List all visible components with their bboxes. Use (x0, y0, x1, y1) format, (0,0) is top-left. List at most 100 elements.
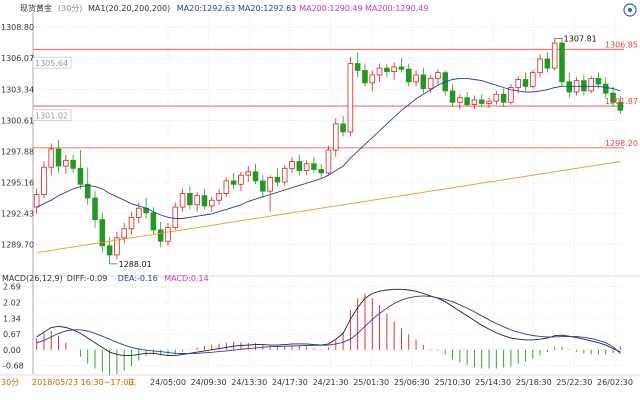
annotation-label: 1307.81 (564, 34, 597, 43)
candle-body (566, 81, 573, 93)
candle-body (530, 72, 536, 87)
x-tick-label: 24/21:30 (313, 378, 349, 387)
candle-body (522, 79, 529, 87)
ma20-line (36, 77, 621, 219)
price-lines (32, 48, 624, 149)
candle-body (449, 90, 456, 103)
candle-body (457, 97, 463, 103)
candle-body (230, 180, 237, 185)
price-line-label: 1298.20 (605, 139, 638, 148)
candle-body (281, 167, 288, 183)
ma-legend-item: MA200:1290.49 (365, 4, 428, 13)
ma-legend: MA1(20,20,200,200) MA20:1292.63 MA20:1292.… (88, 4, 428, 13)
x-tick-label: 25/06:30 (394, 378, 430, 387)
macd-y-tick-label: 2.69 (3, 283, 21, 292)
ma-legend-item: MA20:1292.63 (238, 4, 296, 13)
main-y-tick-label: 1306.07 (1, 54, 34, 63)
price-box-label: 1305.64 (35, 59, 68, 68)
candle-body (493, 93, 500, 102)
candle-body (106, 245, 113, 256)
main-y-tick-label: 1297.88 (1, 147, 34, 156)
candle-body (617, 101, 624, 111)
candle-body (347, 63, 354, 133)
macd-y-tick-label: 0.67 (3, 330, 21, 339)
candle-body (551, 42, 558, 69)
x-tick-label: 25/22:30 (556, 378, 592, 387)
candle-body (376, 67, 383, 76)
macd-histogram (36, 293, 621, 376)
candle-body (136, 207, 142, 218)
candle-body (559, 42, 565, 83)
candle-body (289, 161, 295, 169)
candle-body (165, 227, 171, 242)
macd-legend-item: MACD(26,12,9) (2, 274, 63, 283)
main-y-tick-label: 1292.43 (1, 210, 34, 219)
candle-body (413, 74, 419, 83)
annotation-label: 1288.01 (119, 260, 152, 269)
ma-legend-item: MA20:1292.63 (177, 4, 235, 13)
candle-body (362, 69, 368, 84)
candle-body (296, 161, 303, 172)
x-tick-label: 24/05:00 (150, 378, 186, 387)
period-label: (30分) (58, 4, 82, 13)
x-tick-label: 25/18:30 (516, 378, 552, 387)
candle-body (515, 79, 521, 88)
candle-body (245, 171, 252, 176)
candle-body (602, 83, 609, 94)
candle-body (340, 123, 346, 133)
x-tick-label: 25/10:30 (434, 378, 470, 387)
price-line-label: 1301.87 (605, 97, 638, 106)
indicator-lines (36, 77, 621, 357)
candle-body (478, 99, 485, 104)
candle-body (325, 149, 332, 174)
candle-body (128, 216, 135, 230)
candle-body (391, 66, 397, 72)
candle-body (252, 171, 259, 182)
candle-body (70, 159, 76, 169)
x-tick-label: 24/17:30 (272, 378, 308, 387)
candle-body (157, 229, 164, 242)
candle-body (194, 195, 200, 206)
candle-body (318, 169, 324, 174)
settings-icon[interactable] (623, 3, 637, 17)
footer-period-label: 30分 (1, 378, 19, 387)
candle-body (223, 180, 230, 194)
candle-body (420, 74, 427, 90)
candle-body (610, 92, 616, 103)
candle-body (354, 63, 361, 71)
x-tick-label: 25/14:30 (475, 378, 511, 387)
candle-body (33, 194, 40, 208)
x-tick-label: 24/13:30 (231, 378, 267, 387)
candle-body (92, 197, 98, 221)
candle-body (537, 58, 543, 74)
price-line-label: 1306.85 (605, 40, 638, 49)
main-y-tick-label: 1303.34 (1, 85, 34, 94)
macd-y-tick-label: 1.34 (3, 314, 21, 323)
candle-body (333, 123, 339, 151)
candle-body (311, 163, 317, 170)
candle-body (274, 177, 281, 183)
macd-diff-line (36, 288, 621, 357)
candle-body (260, 180, 266, 192)
candle-body (201, 195, 208, 207)
candle-body (486, 100, 492, 104)
x-tick-label: 25/01:30 (353, 378, 389, 387)
candle-body (48, 148, 55, 168)
x-tick-label: 26/02:30 (597, 378, 633, 387)
candle-body (398, 66, 405, 70)
candle-body (595, 77, 602, 85)
candle-body (114, 237, 120, 256)
candle-body (303, 163, 310, 172)
candle-body (471, 99, 478, 105)
macd-y-tick-label: -0.68 (3, 362, 24, 371)
candle-body (544, 58, 551, 69)
macd-legend-item: MACD:0.14 (164, 274, 209, 283)
candle-body (581, 80, 587, 92)
candle-body (99, 219, 106, 247)
candle-body (77, 167, 84, 185)
candle-body (179, 193, 186, 208)
main-y-tick-label: 1289.70 (1, 241, 34, 250)
macd-y-tick-label: 0.00 (3, 346, 21, 355)
candle-body (588, 77, 594, 92)
